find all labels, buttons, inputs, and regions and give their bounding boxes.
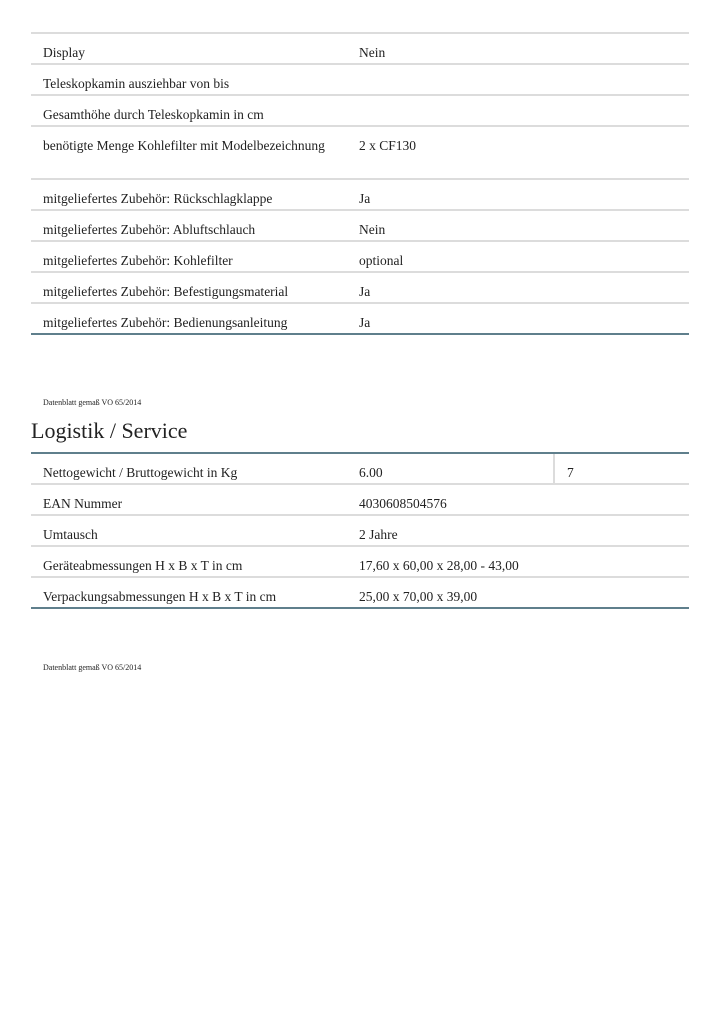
table-row: Display Nein [31, 32, 689, 64]
row-value: 2 Jahre [347, 514, 689, 546]
table-row: mitgeliefertes Zubehör: Befestigungsmate… [31, 271, 689, 303]
table-row: Nettogewicht / Bruttogewicht in Kg 6.00 7 [31, 452, 689, 484]
row-label: Geräteabmessungen H x B x T in cm [31, 545, 347, 577]
row-label: Verpackungsabmessungen H x B x T in cm [31, 576, 347, 609]
row-value: optional [347, 240, 689, 272]
row-value: 4030608504576 [347, 483, 689, 515]
row-value: 25,00 x 70,00 x 39,00 [347, 576, 689, 609]
row-value: 6.00 [347, 452, 554, 484]
row-label: Umtausch [31, 514, 347, 546]
table-row: mitgeliefertes Zubehör: Abluftschlauch Ne… [31, 209, 689, 241]
table-row: mitgeliefertes Zubehör: Kohlefilter optio… [31, 240, 689, 272]
row-value: 17,60 x 60,00 x 28,00 - 43,00 [347, 545, 689, 577]
table-row: Verpackungsabmessungen H x B x T in cm 25… [31, 576, 689, 609]
row-label: Nettogewicht / Bruttogewicht in Kg [31, 452, 347, 484]
row-value-2: 7 [553, 452, 689, 484]
datasheet-note: Datenblatt gemaß VO 65/2014 [43, 398, 142, 407]
table-row: Gesamthöhe durch Teleskopkamin in cm [31, 94, 689, 126]
specs-table: Display Nein Teleskopkamin ausziehbar von… [31, 32, 689, 335]
row-label: mitgeliefertes Zubehör: Befestigungsmate… [31, 271, 347, 303]
row-label: Teleskopkamin ausziehbar von bis [31, 63, 347, 95]
row-label: Gesamthöhe durch Teleskopkamin in cm [31, 94, 347, 126]
row-value: Nein [347, 209, 689, 241]
row-label: mitgeliefertes Zubehör: Bedienungsanleit… [31, 302, 347, 335]
row-label: benötigte Menge Kohlefilter mit Modelbez… [31, 125, 347, 179]
row-value: 2 x CF130 [347, 125, 689, 179]
row-label: mitgeliefertes Zubehör: Kohlefilter [31, 240, 347, 272]
table-row: mitgeliefertes Zubehör: Rückschlagklappe… [31, 178, 689, 210]
table-row: mitgeliefertes Zubehör: Bedienungsanleit… [31, 302, 689, 335]
table-row: Umtausch 2 Jahre [31, 514, 689, 546]
row-label: mitgeliefertes Zubehör: Rückschlagklappe [31, 178, 347, 210]
table-row: Teleskopkamin ausziehbar von bis [31, 63, 689, 95]
row-value: Ja [347, 302, 689, 335]
table-row: Geräteabmessungen H x B x T in cm 17,60 x… [31, 545, 689, 577]
row-value [347, 63, 689, 95]
row-value: Nein [347, 32, 689, 64]
row-value: Ja [347, 178, 689, 210]
row-label: EAN Nummer [31, 483, 347, 515]
row-label: mitgeliefertes Zubehör: Abluftschlauch [31, 209, 347, 241]
section-title: Logistik / Service [31, 418, 188, 443]
datasheet-note: Datenblatt gemaß VO 65/2014 [43, 663, 142, 672]
row-label: Display [31, 32, 347, 64]
row-value: Ja [347, 271, 689, 303]
table-row: EAN Nummer 4030608504576 [31, 483, 689, 515]
logistics-table: Nettogewicht / Bruttogewicht in Kg 6.00 7 … [31, 452, 689, 609]
row-value [347, 94, 689, 126]
table-row: benötigte Menge Kohlefilter mit Modelbez… [31, 125, 689, 179]
